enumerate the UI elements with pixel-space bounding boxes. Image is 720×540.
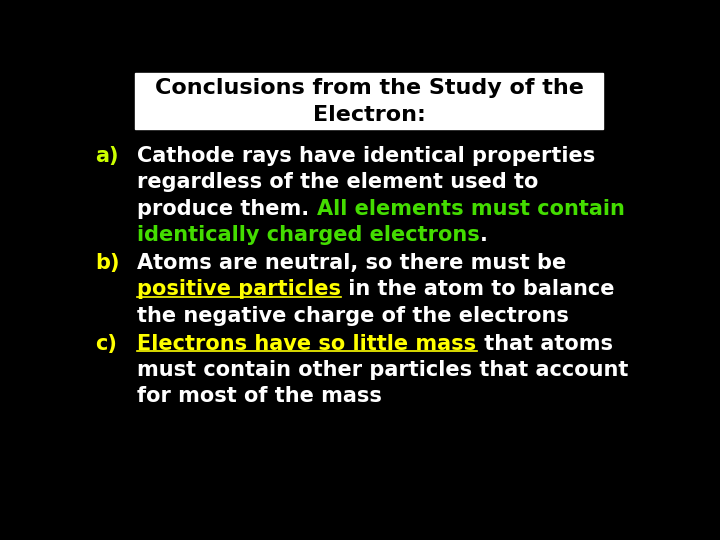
Text: positive particles: positive particles [138,279,341,299]
Text: .: . [480,225,488,245]
Text: b): b) [96,253,120,273]
Text: Conclusions from the Study of the
Electron:: Conclusions from the Study of the Electr… [155,78,583,125]
FancyBboxPatch shape [135,73,603,129]
Text: c): c) [96,334,117,354]
Text: regardless of the element used to: regardless of the element used to [138,172,539,192]
Text: for most of the mass: for most of the mass [138,386,382,406]
Text: a): a) [96,146,119,166]
Text: produce them.: produce them. [138,199,317,219]
Text: that atoms: that atoms [477,334,613,354]
Text: in the atom to balance: in the atom to balance [341,279,615,299]
Text: must contain other particles that account: must contain other particles that accoun… [138,360,629,380]
Text: Electrons have so little mass: Electrons have so little mass [138,334,477,354]
Text: identically charged electrons: identically charged electrons [138,225,480,245]
Text: Atoms are neutral, so there must be: Atoms are neutral, so there must be [138,253,567,273]
Text: All elements must contain: All elements must contain [317,199,625,219]
Text: Cathode rays have identical properties: Cathode rays have identical properties [138,146,595,166]
Text: the negative charge of the electrons: the negative charge of the electrons [138,306,570,326]
